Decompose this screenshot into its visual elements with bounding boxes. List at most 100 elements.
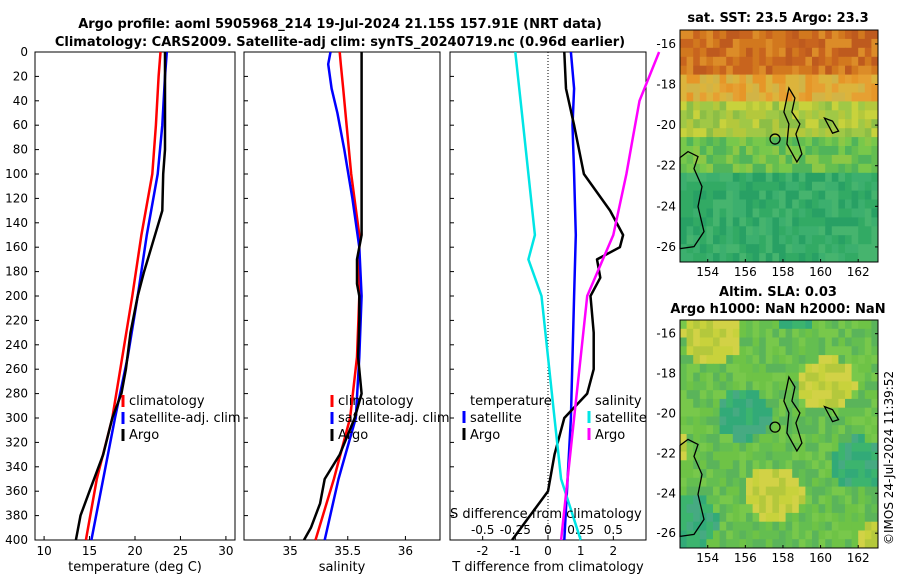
map-cell: [686, 512, 694, 523]
map-cell: [818, 451, 826, 461]
map-cell: [746, 253, 754, 263]
map-x-tick-label: 158: [772, 551, 795, 565]
map-cell: [831, 74, 839, 84]
map-cell: [713, 128, 721, 138]
depth-tick-label: 320: [5, 435, 28, 449]
map-cell: [719, 539, 727, 549]
map-cell: [706, 372, 714, 382]
map-cell: [831, 154, 839, 165]
map-cell: [785, 199, 793, 209]
map-cell: [706, 469, 714, 479]
title-line-2: Climatology: CARS2009. Satellite-adj cli…: [55, 35, 625, 50]
map-cell: [765, 235, 773, 245]
map-cell: [699, 30, 707, 40]
island-outline: [823, 116, 840, 134]
map-cell: [699, 337, 707, 347]
map-cell: [838, 56, 846, 67]
map-cell: [805, 128, 813, 138]
map-cell: [746, 208, 754, 218]
map-cell: [713, 208, 721, 218]
map-cell: [838, 137, 846, 147]
map-cell: [812, 530, 820, 540]
map-cell: [726, 504, 734, 514]
map-cell: [772, 504, 780, 514]
map-cell: [864, 137, 872, 147]
map-frame: [679, 319, 879, 549]
map-cell: [851, 398, 859, 409]
map-cell: [746, 154, 754, 165]
map-cell: [805, 521, 813, 531]
map-cell: [726, 434, 734, 444]
map-cell: [864, 486, 872, 496]
map-cell: [746, 451, 754, 461]
s-tick-label: -0.5: [471, 523, 494, 537]
map-cell: [818, 390, 826, 400]
map-cell: [812, 30, 820, 40]
map-cell: [851, 226, 859, 236]
x-tick-label: 35.5: [334, 544, 361, 558]
salinity-xlabel: salinity: [319, 560, 366, 575]
map-cell: [779, 363, 787, 374]
map-cell: [726, 477, 734, 488]
map-cell: [792, 74, 800, 84]
map-cell: [805, 504, 813, 514]
map-cell: [752, 390, 760, 400]
map-cell: [719, 110, 727, 120]
series-line-t-argo: [511, 51, 625, 541]
map-cell: [693, 407, 701, 417]
map-cell: [779, 425, 787, 435]
legend-title-salinity: salinity: [595, 394, 642, 409]
map-y-tick-label: -24: [656, 486, 676, 500]
map-cell: [812, 74, 820, 84]
map-cell: [759, 146, 767, 156]
map-cell: [792, 208, 800, 218]
map-cell: [812, 451, 820, 461]
map-cell: [831, 355, 839, 365]
map-cell: [845, 137, 853, 147]
map-cell: [739, 101, 747, 111]
legend-label-climatology: climatology: [338, 394, 414, 409]
map-cell: [686, 128, 694, 138]
map-cell: [699, 181, 707, 192]
map-cell: [871, 460, 879, 470]
map-cell: [726, 337, 734, 347]
map-cell: [792, 65, 800, 76]
map-cell: [693, 65, 701, 76]
map-cell: [772, 381, 780, 391]
map-cell: [864, 451, 872, 461]
map-cell: [726, 208, 734, 218]
map-cell: [759, 390, 767, 400]
map-cell: [772, 101, 780, 111]
map-cell: [706, 190, 714, 200]
map-cell: [713, 346, 721, 356]
series-line-climatology: [314, 51, 361, 541]
map-cell: [851, 56, 859, 67]
map-cell: [719, 244, 727, 254]
map-cell: [818, 416, 826, 426]
map-cell: [864, 521, 872, 531]
map-cell: [739, 495, 747, 505]
map-cell: [713, 56, 721, 67]
map-cell: [779, 101, 787, 111]
map-cell: [798, 235, 806, 245]
map-cell: [805, 244, 813, 254]
map-cell: [739, 47, 747, 58]
map-cell: [765, 119, 773, 129]
map-cell: [825, 495, 833, 505]
map-cell: [759, 355, 767, 365]
map-cell: [792, 83, 800, 93]
map-cell: [732, 539, 740, 549]
map-cell: [838, 119, 846, 129]
map-y-tick-label: -18: [656, 78, 676, 92]
map-cell: [864, 56, 872, 67]
map-cell: [818, 119, 826, 129]
map-cell: [831, 199, 839, 209]
map-cell: [719, 253, 727, 263]
series-line-s-satellite: [514, 51, 582, 541]
map-cell: [838, 235, 846, 245]
map-cell: [719, 521, 727, 531]
map-cell: [726, 83, 734, 93]
map-cell: [746, 425, 754, 435]
map-cell: [812, 199, 820, 209]
map-cell: [699, 253, 707, 263]
